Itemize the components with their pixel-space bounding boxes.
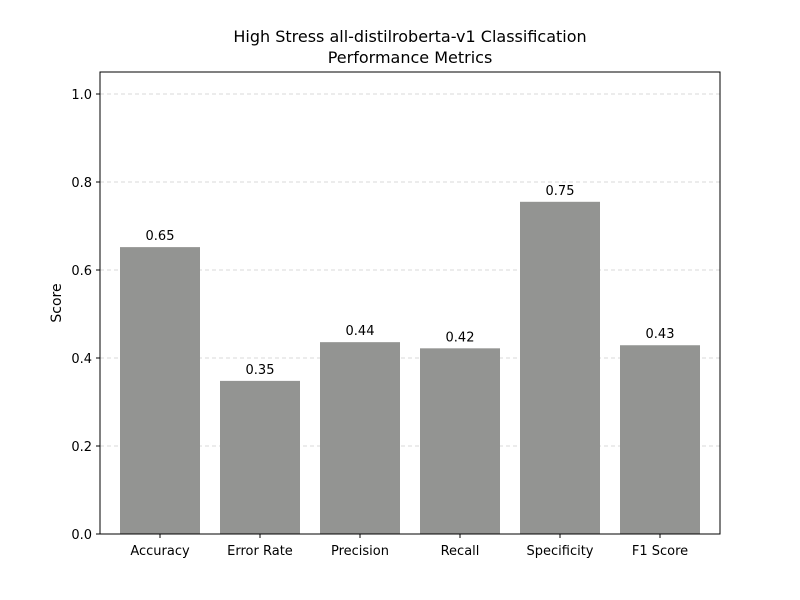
- y-tick-label: 0.8: [71, 176, 92, 191]
- y-tick-label: 0.0: [71, 528, 92, 543]
- bar-value-label: 0.42: [446, 330, 475, 345]
- bar-value-label: 0.75: [546, 184, 575, 199]
- x-tick-label: Error Rate: [227, 544, 293, 559]
- y-tick-label: 0.2: [71, 440, 92, 455]
- bar-value-label: 0.44: [346, 324, 375, 339]
- bar-specificity: [520, 201, 600, 535]
- x-tick-label: Specificity: [527, 544, 594, 559]
- y-axis: 0.0 0.2 0.4 0.6 0.8 1.0: [71, 88, 100, 543]
- x-tick-label: Precision: [331, 544, 389, 559]
- value-labels: 0.65 0.35 0.44 0.42 0.75 0.43: [146, 184, 675, 378]
- plot-frame: [99, 71, 721, 535]
- bars: [120, 201, 700, 535]
- x-tick-label: Recall: [441, 544, 480, 559]
- x-tick-label: F1 Score: [632, 544, 688, 559]
- bar-error-rate: [220, 380, 300, 534]
- y-tick-label: 0.4: [71, 352, 92, 367]
- bar-value-label: 0.43: [646, 327, 675, 342]
- bar-accuracy: [120, 247, 200, 534]
- y-axis-label: Score: [49, 283, 65, 322]
- x-axis: Accuracy Error Rate Precision Recall Specifi…: [130, 534, 688, 559]
- bar-recall: [420, 348, 500, 534]
- bar-value-label: 0.65: [146, 229, 175, 244]
- x-tick-label: Accuracy: [130, 544, 190, 559]
- y-tick-label: 0.6: [71, 264, 92, 279]
- bar-f1-score: [620, 345, 700, 534]
- y-tick-label: 1.0: [71, 88, 92, 103]
- bar-value-label: 0.35: [246, 363, 275, 378]
- chart-title-line-1: High Stress all-distilroberta-v1 Classif…: [233, 27, 587, 46]
- chart-title-line-2: Performance Metrics: [327, 48, 493, 67]
- bar-precision: [320, 342, 400, 534]
